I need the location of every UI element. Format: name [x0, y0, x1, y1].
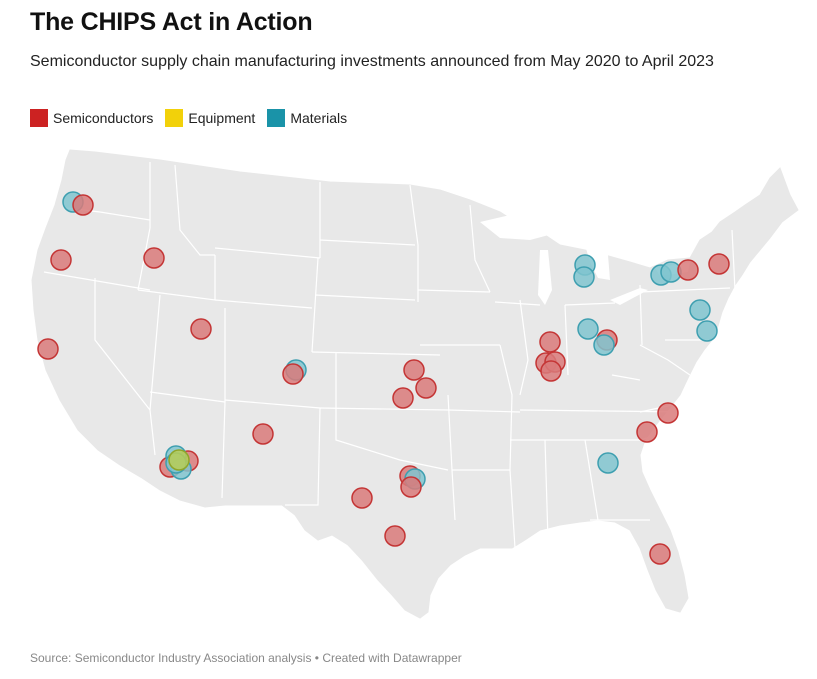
border-mt-wy	[214, 247, 321, 259]
marker-semiconductors	[400, 476, 422, 498]
marker-materials	[597, 452, 619, 474]
marker-semiconductors	[50, 249, 72, 271]
marker-materials	[689, 299, 711, 321]
border-mn-ia	[417, 289, 491, 293]
state-borders	[43, 162, 736, 549]
border-ca-nv	[94, 278, 156, 456]
border-sd-ne	[314, 294, 416, 301]
border-ms-river	[499, 344, 516, 549]
border-wi-il	[494, 301, 541, 306]
marker-semiconductors	[677, 259, 699, 281]
border-or-ca-nv	[43, 271, 151, 291]
border-mo-ar	[447, 409, 521, 413]
marker-materials	[593, 334, 615, 356]
border-pa-ny	[639, 287, 731, 293]
border-al-ga	[584, 439, 599, 521]
border-id-mt	[174, 164, 215, 256]
marker-materials	[577, 318, 599, 340]
lake-erie	[610, 288, 648, 305]
border-oh-pa	[639, 284, 643, 346]
legend-label-materials: Materials	[290, 110, 348, 126]
us-map	[31, 149, 799, 619]
marker-semiconductors	[539, 331, 561, 353]
border-mi-oh	[564, 302, 616, 306]
marker-semiconductors	[540, 360, 562, 382]
marker-semiconductors	[190, 318, 212, 340]
border-mn-wi	[469, 204, 491, 293]
border-in-oh	[564, 304, 569, 376]
border-nm-tx	[285, 407, 321, 506]
marker-materials	[573, 266, 595, 288]
marker-semiconductors	[649, 543, 671, 565]
marker-semiconductors	[252, 423, 274, 445]
marker-semiconductors	[392, 387, 414, 409]
lake-michigan	[538, 250, 552, 305]
marker-semiconductors	[415, 377, 437, 399]
legend-swatch-semiconductors	[30, 109, 48, 127]
border-ms-al	[544, 439, 549, 541]
investment-markers	[37, 191, 730, 565]
border-co-nm	[224, 399, 321, 409]
legend-item-semiconductors: Semiconductors	[30, 109, 153, 127]
border-ks-ok	[319, 407, 449, 411]
lake-huron	[585, 245, 610, 280]
marker-semiconductors	[143, 247, 165, 269]
border-nd-mn	[409, 184, 419, 302]
marker-semiconductors	[657, 402, 679, 424]
chart-subtitle: Semiconductor supply chain manufacturing…	[30, 53, 714, 70]
border-nd-sd	[319, 239, 416, 246]
legend: Semiconductors Equipment Materials	[30, 109, 347, 127]
marker-semiconductors	[403, 359, 425, 381]
border-ut-co	[221, 308, 226, 499]
marker-semiconductors	[282, 363, 304, 385]
legend-label-equipment: Equipment	[188, 110, 256, 126]
source-footer: Source: Semiconductor Industry Associati…	[30, 651, 462, 665]
legend-swatch-materials	[267, 109, 286, 127]
border-il-in	[519, 299, 529, 396]
border-wy-sd-ne	[311, 257, 319, 353]
border-ok-tx	[335, 408, 449, 471]
legend-item-materials: Materials	[267, 109, 347, 127]
chart-title: The CHIPS Act in Action	[30, 8, 313, 36]
border-ny-new-england	[731, 229, 736, 291]
border-ok-ar	[447, 394, 456, 521]
legend-swatch-equipment	[165, 109, 184, 127]
border-wy-co	[214, 299, 313, 309]
marker-equipment	[168, 449, 190, 471]
marker-materials	[696, 320, 718, 342]
legend-label-semiconductors: Semiconductors	[53, 110, 154, 126]
legend-item-equipment: Equipment	[165, 109, 255, 127]
lake-superior	[480, 215, 560, 240]
border-ne-ks	[311, 351, 441, 356]
marker-semiconductors	[351, 487, 373, 509]
marker-semiconductors	[636, 421, 658, 443]
border-ky-wv	[611, 374, 641, 381]
marker-semiconductors	[708, 253, 730, 275]
marker-semiconductors	[384, 525, 406, 547]
border-wv-va	[639, 344, 691, 376]
marker-semiconductors	[72, 194, 94, 216]
marker-semiconductors	[37, 338, 59, 360]
border-nv-ut	[149, 294, 161, 411]
border-ut-az	[149, 391, 226, 403]
